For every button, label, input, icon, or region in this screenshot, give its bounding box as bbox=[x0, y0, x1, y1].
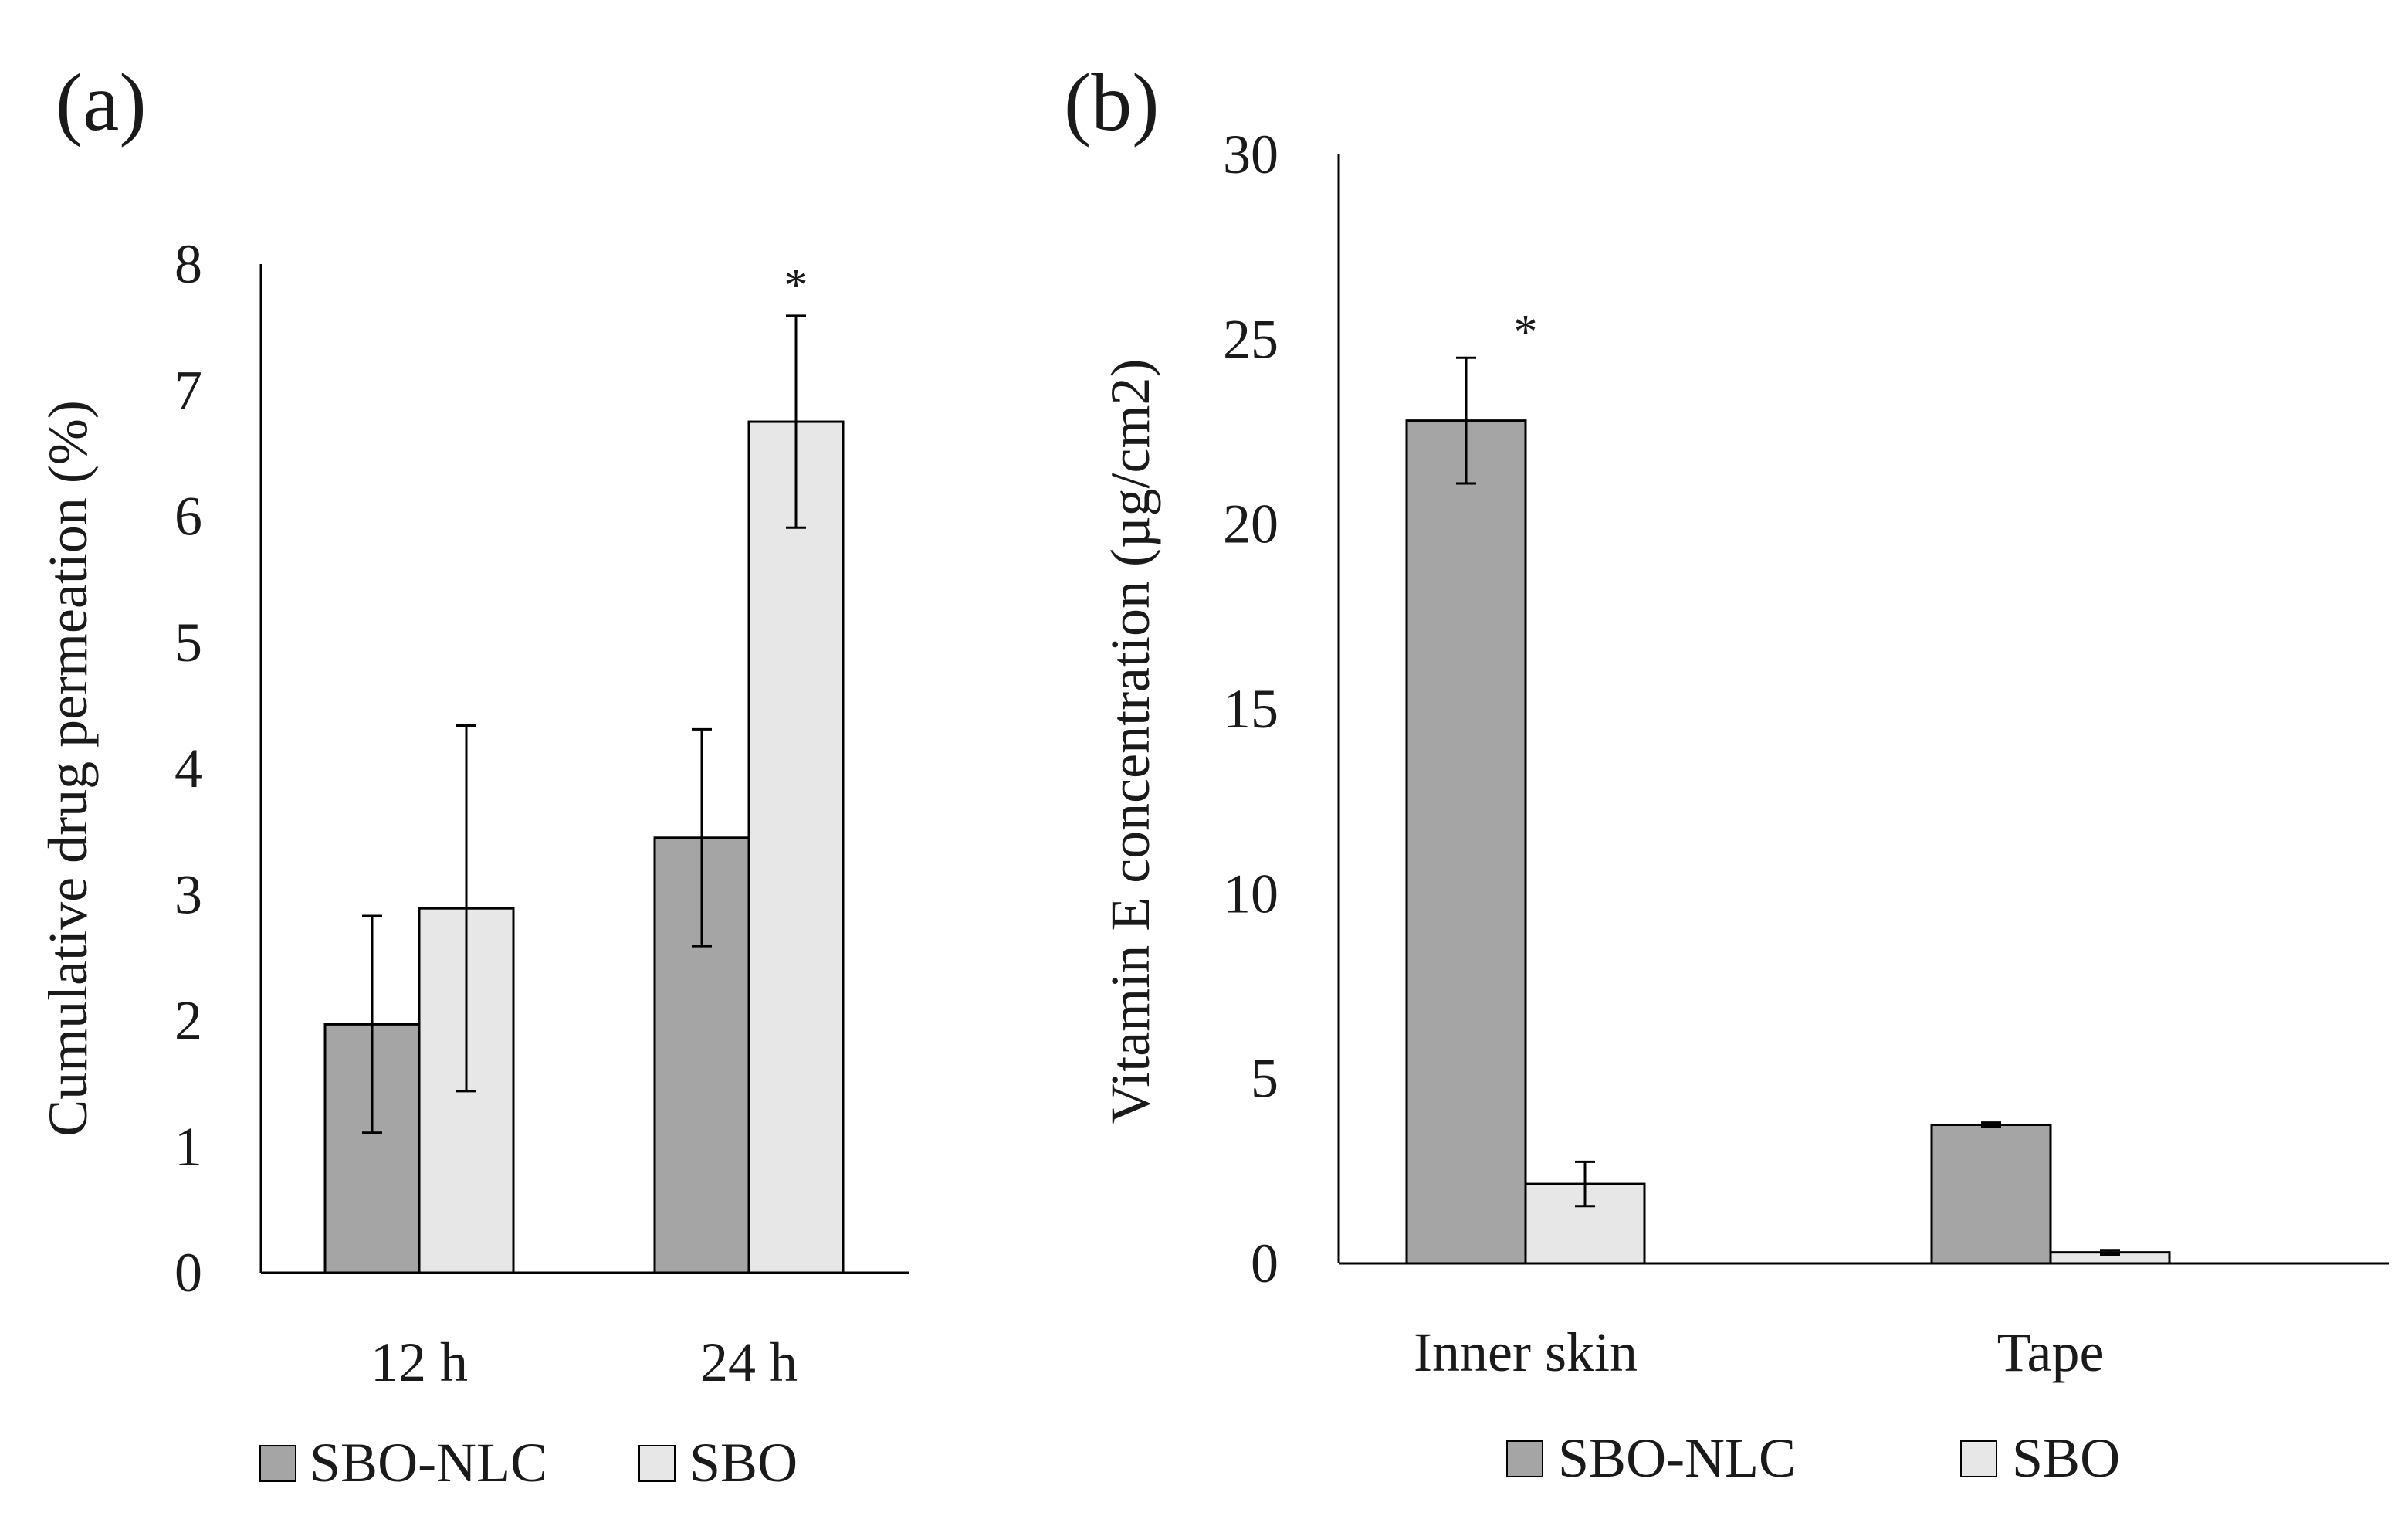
x-category-label: 24 h bbox=[700, 1331, 798, 1393]
bar-sbo-nlc-tape bbox=[1930, 1124, 2052, 1265]
x-category-label: Inner skin bbox=[1414, 1321, 1638, 1383]
panel-a-legend-swatch-sbo bbox=[638, 1445, 676, 1482]
panel-b-legend-swatch-sbo bbox=[1960, 1440, 1997, 1477]
bar-sbo-24-h bbox=[747, 420, 845, 1274]
y-tick-label: 7 bbox=[174, 359, 202, 421]
y-tick-label: 30 bbox=[1223, 124, 1279, 185]
panel-b-x-categories: Inner skin Tape bbox=[1414, 1321, 2104, 1383]
panel-a-x-categories: 12 h 24 h bbox=[371, 1331, 798, 1393]
panel-b-error-bars bbox=[1456, 356, 2120, 1257]
y-tick-label: 6 bbox=[174, 486, 202, 548]
panel-b-y-axis-label: Vitamin E concentration (µg/cm2) bbox=[1099, 359, 1161, 1124]
panel-a-legend-label-sbo: SBO bbox=[689, 1432, 798, 1494]
panel-b-y-ticks: 0 5 10 15 20 25 30 bbox=[1223, 124, 1279, 1294]
y-tick-label: 10 bbox=[1223, 863, 1279, 924]
y-tick-label: 5 bbox=[1251, 1048, 1279, 1110]
panel-a: (a) Cumulative drug permeation (%) 0 1 2 3 4… bbox=[37, 57, 909, 1494]
x-category-label: Tape bbox=[1997, 1321, 2105, 1383]
panel-a-label: (a) bbox=[56, 57, 147, 148]
y-tick-label: 15 bbox=[1223, 678, 1279, 740]
bar-sbo-nlc-inner-skin bbox=[1405, 419, 1527, 1265]
panel-a-bars bbox=[323, 420, 845, 1274]
y-tick-label: 0 bbox=[174, 1242, 202, 1304]
y-tick-label: 3 bbox=[174, 863, 202, 925]
panel-b-legend-label-sbo-nlc: SBO-NLC bbox=[1558, 1427, 1796, 1489]
y-tick-label: 5 bbox=[174, 612, 202, 673]
y-tick-label: 25 bbox=[1223, 308, 1279, 370]
panel-b-label: (b) bbox=[1064, 57, 1160, 148]
panel-b-legend: SBO-NLC SBO bbox=[1506, 1427, 2120, 1489]
y-tick-label: 2 bbox=[174, 990, 202, 1052]
y-tick-label: 1 bbox=[174, 1116, 202, 1178]
panel-a-y-ticks: 0 1 2 3 4 5 6 7 8 bbox=[174, 233, 202, 1304]
panel-a-error-bars bbox=[362, 314, 806, 1134]
panel-b-significance-marker: * bbox=[1514, 306, 1538, 358]
y-tick-label: 0 bbox=[1251, 1233, 1279, 1294]
panel-b-legend-label-sbo: SBO bbox=[2012, 1427, 2120, 1489]
panel-a-y-axis-label: Cumulative drug permeation (%) bbox=[37, 400, 99, 1137]
x-category-label: 12 h bbox=[371, 1331, 468, 1393]
panel-a-legend-label-sbo-nlc: SBO-NLC bbox=[310, 1432, 547, 1494]
panel-b-legend-swatch-sbo-nlc bbox=[1506, 1440, 1543, 1477]
panel-a-legend-swatch-sbo-nlc bbox=[259, 1445, 296, 1482]
y-tick-label: 4 bbox=[174, 738, 202, 799]
panel-b: (b) Vitamin E concentration (µg/cm2) 0 5 1… bbox=[1064, 57, 2389, 1489]
y-tick-label: 20 bbox=[1223, 493, 1279, 555]
y-tick-label: 8 bbox=[174, 233, 202, 295]
panel-b-bars bbox=[1405, 419, 2171, 1265]
panel-a-legend: SBO-NLC SBO bbox=[259, 1432, 798, 1494]
panel-a-significance-marker: * bbox=[784, 259, 808, 312]
